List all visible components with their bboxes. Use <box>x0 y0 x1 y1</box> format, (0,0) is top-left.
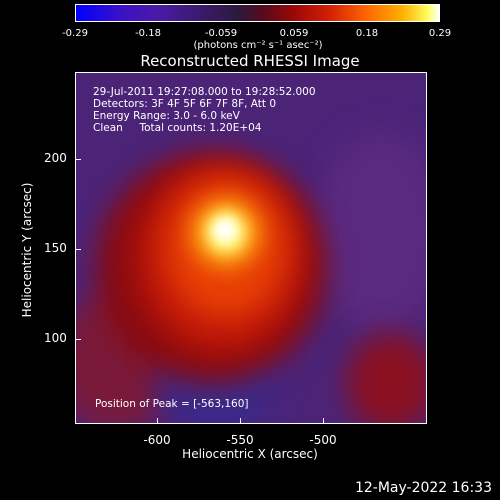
y-tick-mark <box>75 249 81 250</box>
y-tick-label: 200 <box>44 151 67 165</box>
colorbar-tick: -0.29 <box>62 28 88 39</box>
y-axis-label: Heliocentric Y (arcsec) <box>20 182 34 318</box>
plot-title: Reconstructed RHESSI Image <box>140 52 360 70</box>
annotation-peak: Position of Peak = [-563,160] <box>95 398 249 410</box>
colorbar-tick: 0.29 <box>428 28 452 39</box>
heatmap-image <box>75 72 427 424</box>
colorbar-tick: 0.18 <box>355 28 379 39</box>
y-tick-label: 150 <box>44 241 67 255</box>
timestamp: 12-May-2022 16:33 <box>354 480 492 496</box>
colorbar-units: (photons cm⁻² s⁻¹ asec⁻²) <box>193 40 323 51</box>
x-tick-mark <box>157 418 158 424</box>
annotation-time: 29-Jul-2011 19:27:08.000 to 19:28:52.000 <box>93 86 316 98</box>
x-axis-label: Heliocentric X (arcsec) <box>182 447 318 461</box>
x-tick-mark <box>240 418 241 424</box>
y-tick-mark <box>75 159 81 160</box>
colorbar-tick: -0.18 <box>135 28 161 39</box>
colorbar-tick: -0.059 <box>204 28 238 39</box>
y-tick-mark <box>75 339 81 340</box>
x-tick-label: -500 <box>309 433 337 447</box>
heatmap-peak-core <box>214 219 236 241</box>
heatmap-region <box>346 333 426 423</box>
annotation-detectors: Detectors: 3F 4F 5F 6F 7F 8F, Att 0 <box>93 98 277 110</box>
colorbar <box>75 4 440 22</box>
y-tick-label: 100 <box>44 331 67 345</box>
x-tick-label: -600 <box>143 433 171 447</box>
colorbar-tick: 0.059 <box>279 28 309 39</box>
x-tick-label: -550 <box>226 433 254 447</box>
annotation-method: Clean Total counts: 1.20E+04 <box>93 122 262 134</box>
annotation-energy: Energy Range: 3.0 - 6.0 keV <box>93 110 240 122</box>
x-tick-mark <box>323 418 324 424</box>
heatmap-region <box>316 133 426 333</box>
